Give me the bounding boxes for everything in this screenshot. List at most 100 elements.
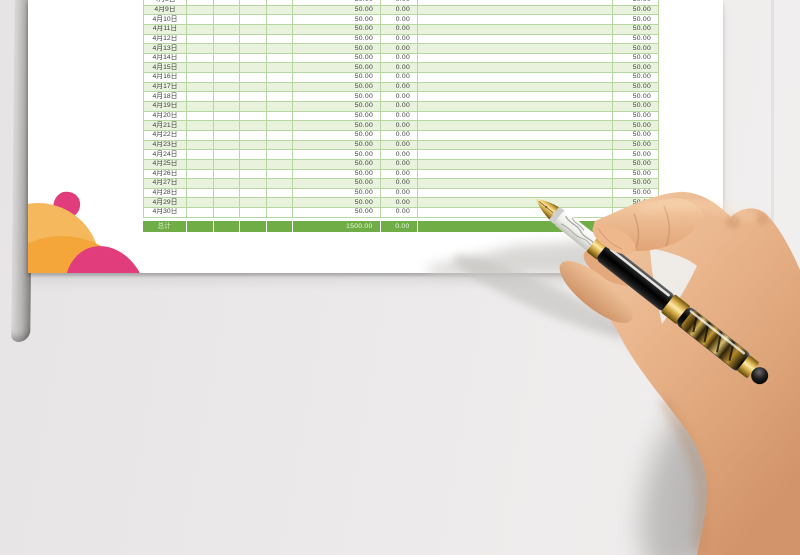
cell-empty[interactable] — [186, 129, 214, 141]
cell-amount1[interactable]: 50.00 — [292, 43, 381, 54]
cell-empty[interactable] — [266, 33, 293, 45]
cell-empty[interactable] — [417, 91, 613, 103]
cell-empty[interactable] — [186, 197, 214, 209]
cell-amount3[interactable]: 50.00 — [612, 158, 659, 170]
cell-date[interactable]: 4月20日 — [143, 110, 187, 122]
cell-amount3[interactable]: 50.00 — [612, 129, 659, 141]
cell-amount2[interactable]: 0.00 — [380, 33, 418, 45]
cell-empty[interactable] — [239, 72, 267, 83]
cell-amount1[interactable]: 50.00 — [292, 110, 381, 122]
cell-date[interactable]: 4月23日 — [143, 139, 187, 151]
cell-empty[interactable] — [213, 207, 240, 218]
cell-amount3[interactable]: 50.00 — [612, 33, 659, 45]
cell-empty[interactable] — [266, 43, 293, 54]
cell-empty[interactable] — [186, 139, 214, 151]
cell-empty[interactable] — [239, 120, 267, 131]
cell-empty[interactable] — [186, 23, 214, 35]
cell-empty[interactable] — [186, 14, 214, 25]
cell-empty[interactable] — [417, 120, 613, 131]
cell-empty[interactable] — [186, 52, 214, 64]
cell-amount1[interactable]: 50.00 — [292, 158, 381, 170]
cell-amount1[interactable]: 50.00 — [292, 187, 381, 199]
cell-empty[interactable] — [266, 207, 293, 218]
cell-date[interactable]: 4月28日 — [143, 187, 187, 199]
cell-amount2[interactable]: 0.00 — [380, 43, 418, 54]
cell-empty[interactable] — [417, 101, 613, 112]
cell-empty[interactable] — [212, 220, 239, 233]
cell-empty[interactable] — [213, 23, 240, 35]
cell-amount1[interactable]: 50.00 — [292, 129, 381, 141]
cell-empty[interactable] — [213, 168, 240, 180]
cell-amount3[interactable]: 50.00 — [612, 52, 659, 64]
cell-empty[interactable] — [186, 158, 214, 170]
cell-amount3[interactable]: 50.00 — [612, 178, 659, 189]
cell-date[interactable]: 4月13日 — [143, 43, 187, 54]
cell-amount1[interactable]: 50.00 — [292, 178, 381, 189]
cell-amount3[interactable]: 50.00 — [612, 120, 659, 131]
cell-amount2[interactable]: 0.00 — [380, 178, 418, 189]
cell-empty[interactable] — [213, 178, 240, 189]
cell-amount2[interactable]: 0.00 — [380, 72, 418, 83]
cell-empty[interactable] — [239, 149, 267, 160]
cell-empty[interactable] — [417, 23, 613, 35]
cell-amount1[interactable]: 50.00 — [292, 197, 381, 209]
cell-amount1[interactable]: 50.00 — [292, 149, 381, 160]
cell-amount2[interactable]: 0.00 — [380, 91, 418, 103]
cell-empty[interactable] — [239, 101, 267, 112]
cell-amount2[interactable]: 0.00 — [380, 4, 418, 16]
cell-amount1[interactable]: 50.00 — [292, 4, 381, 16]
cell-empty[interactable] — [239, 62, 267, 74]
cell-amount1[interactable]: 50.00 — [292, 62, 381, 74]
cell-empty[interactable] — [266, 52, 293, 64]
cell-empty[interactable] — [417, 4, 613, 16]
cell-empty[interactable] — [186, 110, 214, 122]
cell-empty[interactable] — [213, 187, 240, 199]
cell-empty[interactable] — [417, 149, 613, 160]
cell-date[interactable]: 4月29日 — [143, 197, 187, 209]
cell-empty[interactable] — [239, 81, 267, 93]
cell-empty[interactable] — [417, 14, 613, 25]
cell-empty[interactable] — [213, 197, 240, 209]
cell-empty[interactable] — [186, 4, 214, 16]
cell-date[interactable]: 4月15日 — [143, 62, 187, 74]
cell-empty[interactable] — [186, 43, 214, 54]
cell-empty[interactable] — [266, 129, 293, 141]
cell-empty[interactable] — [266, 120, 293, 131]
cell-amount2[interactable]: 0.00 — [380, 197, 418, 209]
cell-empty[interactable] — [213, 120, 240, 131]
cell-empty[interactable] — [238, 220, 266, 233]
cell-date[interactable]: 4月25日 — [143, 158, 187, 170]
cell-amount2[interactable]: 0.00 — [380, 81, 418, 93]
cell-empty[interactable] — [186, 72, 214, 83]
cell-empty[interactable] — [239, 52, 267, 64]
cell-empty[interactable] — [239, 43, 267, 54]
cell-amount1[interactable]: 50.00 — [292, 120, 381, 131]
cell-empty[interactable] — [417, 207, 613, 218]
cell-empty[interactable] — [266, 23, 293, 35]
cell-empty[interactable] — [266, 187, 293, 199]
cell-amount1[interactable]: 50.00 — [292, 168, 381, 180]
cell-amount1[interactable]: 50.00 — [292, 33, 381, 45]
cell-amount2[interactable]: 0.00 — [380, 62, 418, 74]
cell-amount1[interactable]: 50.00 — [292, 101, 381, 112]
cell-amount3[interactable]: 50.00 — [612, 149, 659, 160]
cell-empty[interactable] — [239, 158, 267, 170]
cell-amount3[interactable]: 50.00 — [612, 197, 659, 209]
cell-amount3[interactable]: 50.00 — [612, 110, 659, 122]
cell-empty[interactable] — [265, 220, 292, 233]
cell-amount3[interactable]: 50.00 — [612, 101, 659, 112]
cell-empty[interactable] — [266, 81, 293, 93]
cell-amount1[interactable]: 50.00 — [292, 139, 381, 151]
cell-date[interactable]: 4月12日 — [143, 33, 187, 45]
cell-empty[interactable] — [239, 4, 267, 16]
cell-empty[interactable] — [417, 52, 613, 64]
cell-amount2[interactable]: 0.00 — [380, 52, 418, 64]
total-amount2[interactable]: 0.00 — [379, 220, 417, 233]
cell-empty[interactable] — [186, 178, 214, 189]
cell-empty[interactable] — [213, 101, 240, 112]
cell-amount1[interactable]: 50.00 — [292, 207, 381, 218]
cell-empty[interactable] — [186, 120, 214, 131]
cell-amount3[interactable]: 50.00 — [612, 72, 659, 83]
cell-empty[interactable] — [213, 129, 240, 141]
cell-empty[interactable] — [213, 62, 240, 74]
